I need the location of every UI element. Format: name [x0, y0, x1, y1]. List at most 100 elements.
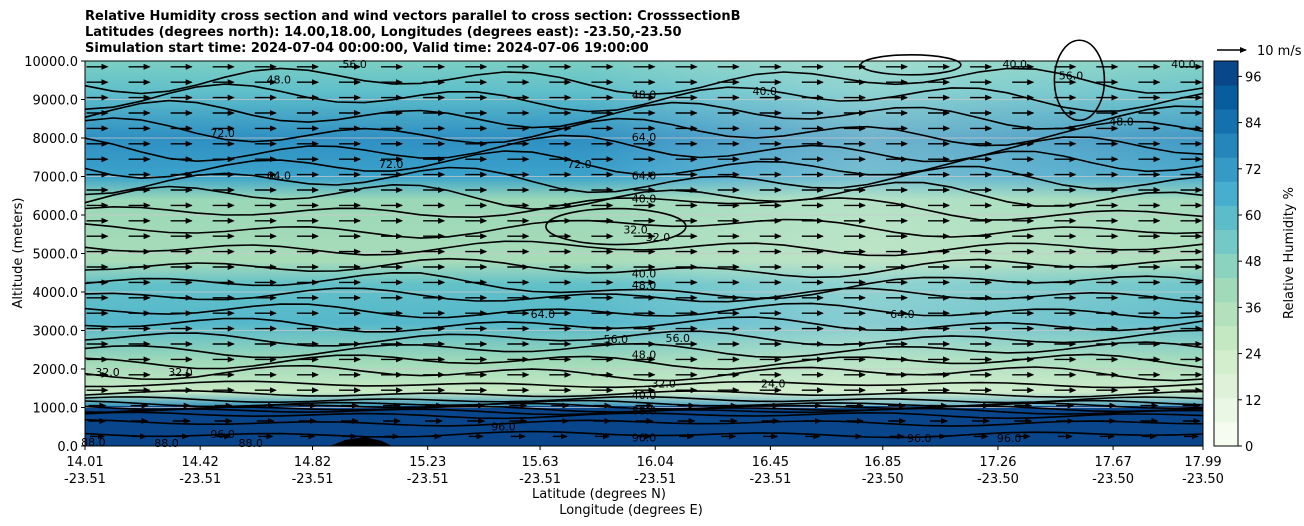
chart-title-line-3: Simulation start time: 2024-07-04 00:00:…: [85, 41, 649, 56]
contour-line: [84, 390, 1204, 398]
contour-label: 32.0: [95, 366, 120, 379]
contour-label: 40.0: [1171, 58, 1196, 71]
contour-label: 48.0: [1109, 116, 1134, 129]
contour-label: 88.0: [154, 437, 179, 450]
x-tick-label-lon: -23.51: [407, 472, 449, 487]
contour-label: 56.0: [1059, 69, 1084, 82]
contour-label: 96.0: [491, 421, 516, 434]
contour-label: 64.0: [632, 170, 657, 183]
y-tick-label: 8000.0: [33, 132, 79, 147]
contour-line: [84, 99, 1204, 130]
contour-line: [84, 134, 1204, 163]
x-tick-label-lat: 17.67: [1095, 455, 1132, 470]
colorbar-segment: [1214, 397, 1238, 423]
colorbar-segment: [1214, 157, 1238, 182]
colorbar-segment: [1214, 61, 1238, 86]
contour-loop: [1053, 39, 1106, 122]
contour-line: [84, 218, 1204, 239]
contour-line: [84, 197, 1204, 221]
colorbar-tick-label: 96: [1245, 70, 1262, 85]
contour-label: 40.0: [632, 389, 657, 402]
x-tick-label-lat: 17.26: [979, 455, 1016, 470]
x-tick-label-lat: 17.99: [1184, 455, 1221, 470]
x-tick-label-lat: 16.45: [752, 455, 789, 470]
contour-label: 56.0: [604, 333, 629, 346]
colorbar-segment: [1214, 85, 1238, 110]
contour-label: 64.0: [531, 308, 556, 321]
colorbar-tick-label: 60: [1245, 209, 1262, 224]
contour-line: [84, 364, 1204, 382]
contour-label: 48.0: [632, 89, 657, 102]
contour-label: 64.0: [267, 170, 292, 183]
x-tick-label-lat: 14.42: [182, 455, 219, 470]
x-tick-label-lon: -23.50: [1182, 472, 1224, 487]
colorbar-segment: [1214, 349, 1238, 375]
contour-label: 72.0: [210, 127, 235, 140]
contour-label: 24.0: [761, 377, 786, 390]
colorbar-tick-label: 48: [1245, 255, 1262, 270]
y-tick-label: 5000.0: [33, 248, 79, 263]
contour-line: [84, 181, 1204, 210]
contour-label: 40.0: [632, 193, 657, 206]
colorbar-segment: [1214, 205, 1238, 230]
x-tick-label-lon: -23.50: [1092, 472, 1134, 487]
colorbar-segment: [1214, 373, 1238, 399]
contour-label: 40.0: [1003, 58, 1028, 71]
colorbar-segment: [1214, 301, 1238, 327]
colorbar-frame: [1213, 60, 1239, 447]
y-axis-label: Altitude (meters): [11, 198, 26, 309]
x-tick-label-lon: -23.51: [179, 472, 221, 487]
wind-reference-label: 10 m/s: [1257, 44, 1302, 59]
x-tick-label-lat: 14.01: [66, 455, 103, 470]
y-tick-label: 10000.0: [24, 55, 78, 70]
colorbar-tick-label: 12: [1245, 394, 1262, 409]
contour-line: [84, 395, 1204, 404]
x-tick-label-lon: -23.51: [292, 472, 334, 487]
x-axis: 14.01 -23.51 14.42 -23.51 14.82 -23.51 15.23 -2…: [64, 446, 1224, 487]
y-tick-label: 7000.0: [33, 171, 79, 186]
x-tick-label-lon: -23.51: [64, 472, 106, 487]
colorbar-segment: [1214, 253, 1238, 279]
colorbar-segment: [1214, 277, 1238, 303]
x-axis-label-longitude: Longitude (degrees E): [559, 503, 703, 518]
colorbar-segment: [1214, 109, 1238, 134]
y-tick-label: 0.0: [57, 440, 78, 455]
colorbar-segment: [1214, 421, 1238, 447]
y-tick-label: 9000.0: [33, 94, 79, 109]
contour-line: [84, 407, 1204, 416]
x-tick-label-lat: 15.63: [521, 455, 558, 470]
contour-label: 56.0: [342, 58, 367, 71]
contour-label: 32.0: [623, 223, 648, 236]
contour-line: [84, 380, 1204, 389]
contour-label: 48.0: [632, 349, 657, 362]
contour-line: [84, 165, 1204, 196]
colorbar-tick-label: 72: [1245, 163, 1262, 178]
contour-label: 72.0: [379, 158, 404, 171]
contour-label: 72.0: [567, 158, 592, 171]
wind-vectors: [86, 63, 1203, 440]
y-tick-label: 1000.0: [33, 402, 79, 417]
colorbar-tick-label: 84: [1245, 117, 1262, 132]
contour-line: [84, 302, 1204, 319]
contour-label: 32.0: [651, 377, 676, 390]
y-tick-label: 4000.0: [33, 286, 79, 301]
chart-title-line-2: Latitudes (degrees north): 14.00,18.00, …: [85, 25, 682, 40]
x-tick-label-lon: -23.51: [634, 472, 676, 487]
colorbar: 0 12 24 36 48 60 72 84 96: [1213, 60, 1262, 455]
x-tick-label-lon: -23.51: [519, 472, 561, 487]
contour-label: 88.0: [238, 437, 263, 450]
colorbar-label: Relative Humidity %: [1282, 187, 1297, 319]
wind-reference-key: 10 m/s: [1217, 44, 1302, 59]
contour-label: 32.0: [168, 366, 193, 379]
contour-line: [84, 353, 1204, 371]
colorbar-segment: [1214, 181, 1238, 206]
x-tick-label-lat: 16.04: [637, 455, 674, 470]
contour-line: [84, 411, 1204, 420]
colorbar-segment: [1214, 133, 1238, 158]
x-tick-label-lat: 15.23: [409, 455, 446, 470]
colorbar-tick-label: 36: [1245, 301, 1262, 316]
contour-label: 32.0: [646, 231, 671, 244]
contour-line: [84, 316, 1204, 333]
y-tick-label: 6000.0: [33, 209, 79, 224]
